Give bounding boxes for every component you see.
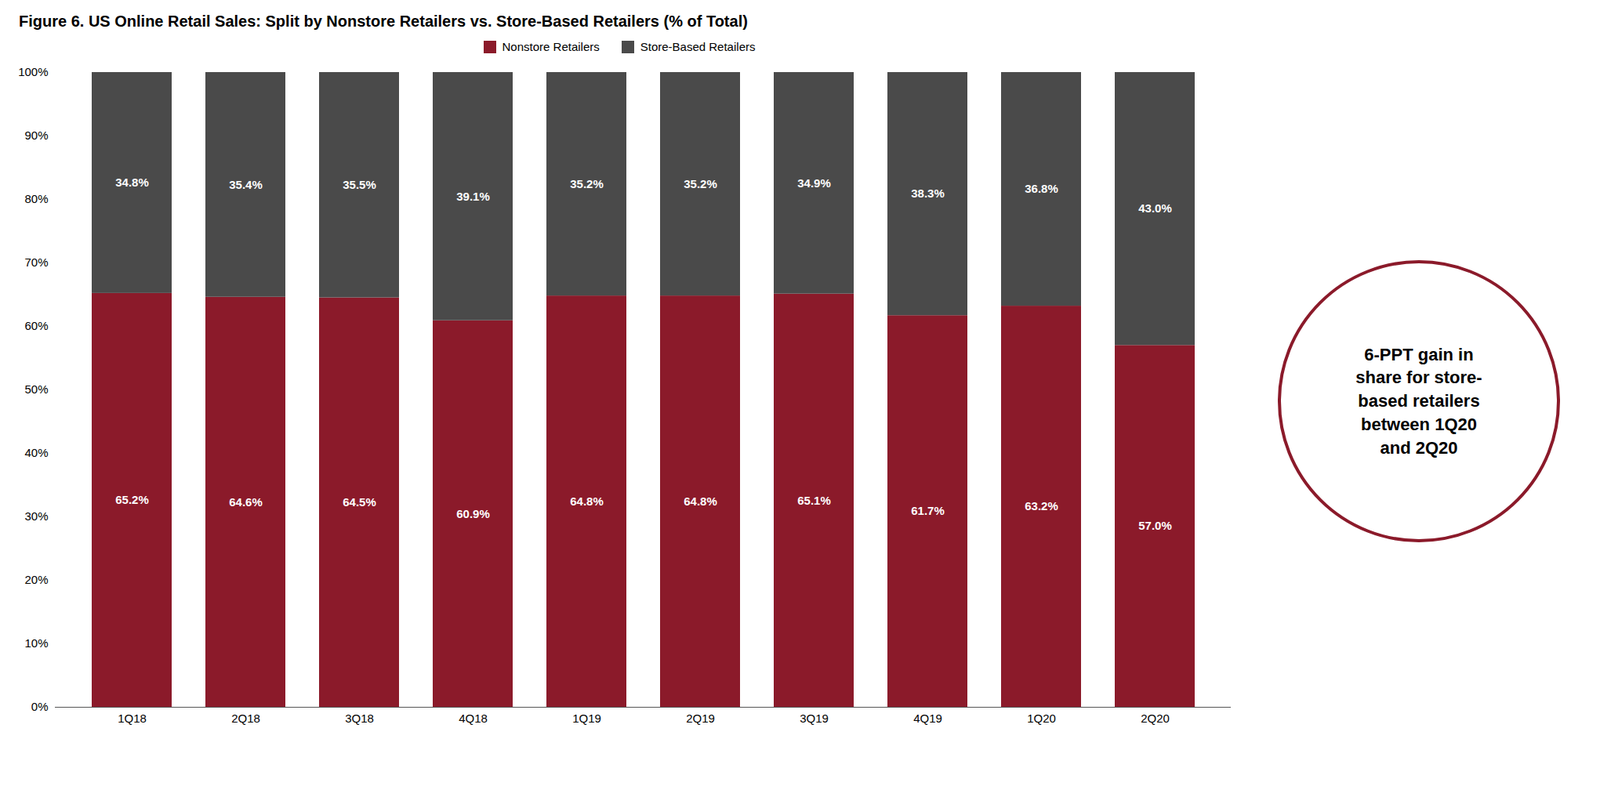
svg-text:60%: 60%	[24, 319, 48, 333]
svg-text:38.3%: 38.3%	[910, 186, 945, 200]
svg-text:65.2%: 65.2%	[115, 493, 149, 507]
svg-text:1Q19: 1Q19	[572, 711, 602, 726]
svg-text:2Q19: 2Q19	[685, 711, 715, 726]
html-text:Figure 6. US Online Retail Sal: Figure 6. US Online Retail Sales: Split …	[18, 12, 748, 30]
svg-text:61.7%: 61.7%	[910, 504, 945, 518]
svg-text:100%: 100%	[18, 65, 48, 79]
html-text:Store-Based Retailers: Store-Based Retailers	[640, 39, 756, 54]
svg-text:60.9%: 60.9%	[456, 507, 490, 521]
svg-text:80%: 80%	[24, 192, 48, 206]
svg-text:64.6%: 64.6%	[228, 495, 263, 509]
svg-text:39.1%: 39.1%	[456, 189, 490, 204]
svg-text:2Q20: 2Q20	[1140, 711, 1170, 726]
svg-text:2Q18: 2Q18	[231, 711, 261, 726]
svg-text:3Q18: 3Q18	[344, 711, 374, 726]
svg-text:90%: 90%	[24, 128, 48, 142]
svg-text:64.8%: 64.8%	[683, 494, 718, 508]
svg-text:34.9%: 34.9%	[797, 176, 831, 190]
html-text:6-PPT gain in share for store-: 6-PPT gain in share for store- based ret…	[1355, 344, 1483, 458]
svg-text:57.0%: 57.0%	[1138, 518, 1172, 533]
svg-text:36.8%: 36.8%	[1024, 181, 1059, 196]
svg-text:30%: 30%	[24, 509, 48, 523]
svg-text:70%: 70%	[24, 255, 48, 269]
svg-text:4Q18: 4Q18	[458, 711, 488, 726]
svg-text:63.2%: 63.2%	[1024, 499, 1059, 513]
svg-text:34.8%: 34.8%	[115, 175, 149, 189]
svg-text:1Q18: 1Q18	[117, 711, 147, 726]
svg-text:35.2%: 35.2%	[683, 177, 718, 191]
svg-text:35.5%: 35.5%	[342, 177, 377, 192]
svg-text:40%: 40%	[24, 446, 48, 460]
svg-text:65.1%: 65.1%	[797, 493, 831, 508]
html-text:Nonstore Retailers: Nonstore Retailers	[502, 39, 600, 54]
svg-text:50%: 50%	[24, 382, 48, 396]
svg-text:0%: 0%	[31, 700, 49, 714]
svg-text:43.0%: 43.0%	[1138, 201, 1172, 215]
svg-text:4Q19: 4Q19	[913, 711, 943, 726]
svg-text:35.2%: 35.2%	[569, 177, 604, 191]
svg-text:20%: 20%	[24, 573, 48, 587]
svg-text:64.5%: 64.5%	[342, 495, 377, 509]
svg-text:1Q20: 1Q20	[1026, 711, 1056, 726]
svg-text:64.8%: 64.8%	[569, 494, 604, 508]
svg-text:3Q19: 3Q19	[799, 711, 829, 726]
svg-text:35.4%: 35.4%	[228, 177, 263, 192]
svg-text:10%: 10%	[24, 636, 48, 650]
